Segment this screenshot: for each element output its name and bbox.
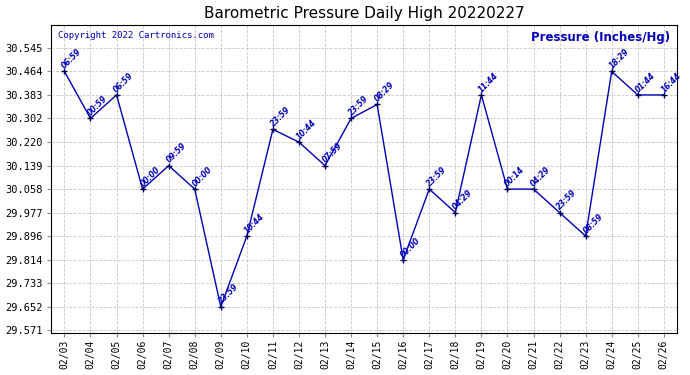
- Text: Pressure (Inches/Hg): Pressure (Inches/Hg): [531, 31, 671, 44]
- Text: 10:44: 10:44: [243, 212, 266, 235]
- Text: 23:59: 23:59: [217, 282, 240, 306]
- Text: 16:44: 16:44: [660, 71, 683, 94]
- Text: 04:29: 04:29: [451, 188, 475, 212]
- Text: 06:59: 06:59: [60, 47, 83, 70]
- Text: 23:59: 23:59: [555, 188, 579, 212]
- Text: 10:44: 10:44: [295, 118, 318, 141]
- Text: 00:59: 00:59: [86, 94, 110, 117]
- Text: 00:00: 00:00: [190, 165, 214, 188]
- Text: 08:29: 08:29: [373, 80, 396, 104]
- Text: 18:29: 18:29: [607, 47, 631, 70]
- Text: 08:59: 08:59: [582, 212, 604, 235]
- Text: 09:59: 09:59: [164, 141, 188, 165]
- Title: Barometric Pressure Daily High 20220227: Barometric Pressure Daily High 20220227: [204, 6, 524, 21]
- Text: 23:59: 23:59: [425, 165, 449, 188]
- Text: 00:14: 00:14: [503, 165, 526, 188]
- Text: 07:59: 07:59: [321, 141, 344, 165]
- Text: 00:00: 00:00: [138, 165, 161, 188]
- Text: 23:59: 23:59: [347, 94, 370, 117]
- Text: 04:29: 04:29: [529, 165, 553, 188]
- Text: 06:59: 06:59: [112, 71, 136, 94]
- Text: 01:44: 01:44: [633, 71, 657, 94]
- Text: Copyright 2022 Cartronics.com: Copyright 2022 Cartronics.com: [58, 31, 213, 40]
- Text: 23:59: 23:59: [268, 105, 292, 129]
- Text: 00:00: 00:00: [399, 236, 422, 259]
- Text: 11:44: 11:44: [477, 71, 500, 94]
